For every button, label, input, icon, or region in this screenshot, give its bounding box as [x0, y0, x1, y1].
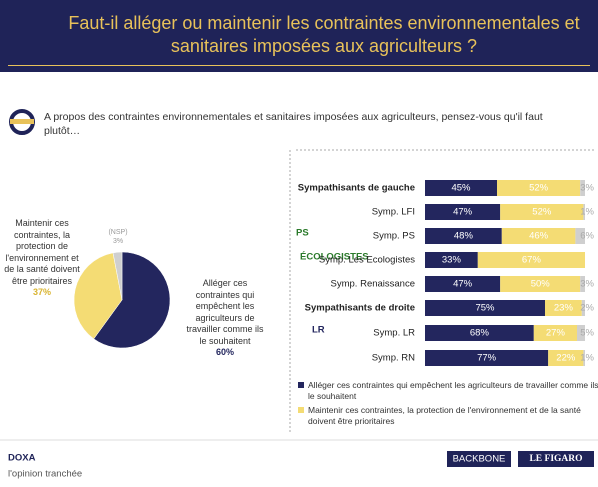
value-label: 1%: [580, 207, 594, 218]
bar-segment: [580, 276, 585, 292]
category-label: Symp. Les Ecologistes: [319, 255, 415, 266]
category-label: Symp. PS: [373, 231, 415, 242]
value-label: 52%: [529, 183, 549, 194]
bar-segment: [500, 204, 584, 220]
pie-label: Alléger ces contraintes qui empêchent le…: [185, 278, 265, 359]
pie-label: Maintenir ces contraintes, la protection…: [2, 218, 82, 299]
bar-segment: [577, 325, 585, 341]
pie-slice: [112, 251, 123, 301]
banner: Faut-il alléger ou maintenir les contrai…: [0, 0, 598, 72]
bar-segment: [497, 180, 581, 196]
value-label: 47%: [453, 279, 473, 290]
title: Faut-il alléger ou maintenir les contrai…: [68, 13, 580, 56]
bar-segment: [548, 350, 584, 366]
legend-text: Alléger ces contraintes qui empêchent le…: [308, 380, 598, 401]
pie-slice: [93, 251, 171, 349]
partner: BACKBONE: [453, 454, 506, 465]
pie-label: (NSP) 3%: [98, 228, 138, 246]
value-label: 68%: [470, 328, 490, 339]
category-label: Symp. LFI: [372, 207, 415, 218]
value-label: 5%: [580, 328, 594, 339]
value-label: 33%: [442, 255, 462, 266]
value-label: 23%: [554, 303, 574, 314]
category-label: Sympathisants de gauche: [298, 183, 415, 194]
bar-segment: [477, 252, 585, 268]
value-label: 46%: [529, 231, 549, 242]
question: A propos des contraintes environnemental…: [44, 111, 543, 137]
bar-segment: [425, 300, 545, 316]
bar-segment: [425, 252, 478, 268]
legend-entry: Maintenir ces contraintes, la protection…: [298, 405, 598, 427]
pie-slice: [73, 252, 123, 340]
bar-segment: [545, 300, 582, 316]
category-label: Symp. LR: [373, 328, 415, 339]
bar-segment: [425, 204, 501, 220]
legend-swatch: [298, 382, 304, 388]
pie-value-label: 60%: [215, 347, 234, 357]
value-label: 77%: [477, 353, 497, 364]
bar-segment: [533, 325, 577, 341]
bar-segment: [425, 276, 501, 292]
value-label: 47%: [453, 207, 473, 218]
bar-segment: [425, 228, 502, 244]
value-label: 2%: [580, 303, 594, 314]
partner-box: [447, 451, 511, 467]
value-label: 50%: [531, 279, 551, 290]
partner-box: [518, 451, 594, 467]
bar-segment: [425, 325, 534, 341]
icon: [10, 119, 34, 124]
value-label: 52%: [532, 207, 552, 218]
value-label: 6%: [580, 231, 594, 242]
value-label: 3%: [580, 183, 594, 194]
legend-text: Maintenir ces contraintes, la protection…: [308, 405, 581, 426]
footer-tagline: l'opinion tranchée: [8, 469, 82, 480]
value-label: 45%: [451, 183, 471, 194]
bar-segment: [581, 300, 585, 316]
category-label: Symp. Renaissance: [331, 279, 415, 290]
banner-line: [8, 65, 590, 66]
party-logo: ÉCOLOGISTES: [300, 252, 369, 263]
value-label: 67%: [522, 255, 542, 266]
partner: LE FIGARO: [529, 454, 582, 464]
bar-segment: [583, 350, 585, 366]
category-label: Sympathisants de droite: [305, 303, 415, 314]
pie-value-label: 37%: [32, 287, 51, 297]
footer-brand: DOXA: [8, 453, 36, 464]
pie-value-label: 3%: [112, 238, 124, 245]
label-text: (NSP): [108, 229, 128, 236]
party-logo: LR: [312, 325, 325, 336]
bar-segment: [425, 180, 497, 196]
bar-segment: [583, 204, 585, 220]
bar-segment: [501, 228, 576, 244]
value-label: 1%: [580, 353, 594, 364]
label-text: Maintenir ces contraintes, la protection…: [4, 218, 80, 286]
bar-segment: [500, 276, 581, 292]
label-text: Alléger ces contraintes qui empêchent le…: [186, 278, 264, 346]
value-label: 22%: [556, 353, 576, 364]
bar-segment: [580, 180, 585, 196]
value-label: 48%: [454, 231, 474, 242]
value-label: 3%: [580, 279, 594, 290]
bar-segment: [575, 228, 585, 244]
legend-swatch: [298, 407, 304, 413]
legend-entry: Alléger ces contraintes qui empêchent le…: [298, 380, 598, 402]
bar-segment: [425, 350, 549, 366]
value-label: 27%: [546, 328, 566, 339]
party-logo: PS: [296, 228, 309, 239]
value-label: 75%: [475, 303, 495, 314]
category-label: Symp. RN: [372, 353, 415, 364]
